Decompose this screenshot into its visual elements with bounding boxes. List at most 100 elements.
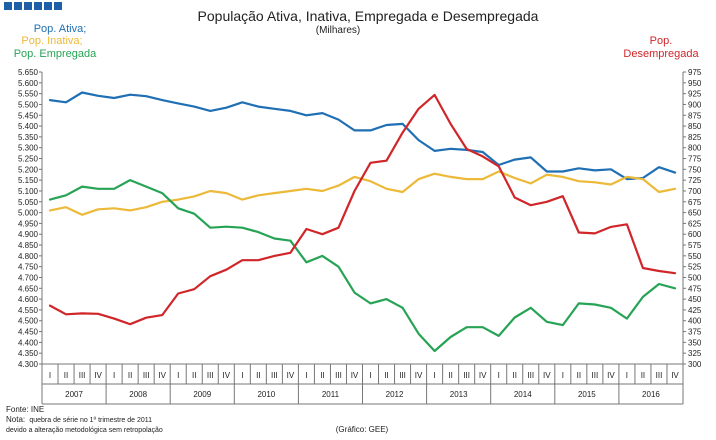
logo-square bbox=[34, 2, 42, 10]
series-ativa-line bbox=[48, 91, 677, 181]
left-tick-label: 4.600 bbox=[18, 295, 39, 304]
right-tick-label: 500 bbox=[688, 273, 702, 282]
quarter-label: I bbox=[305, 371, 307, 380]
right-tick-label: 450 bbox=[688, 295, 702, 304]
quarter-label: IV bbox=[479, 371, 487, 380]
logo-square bbox=[24, 2, 32, 10]
quarter-label: IV bbox=[543, 371, 551, 380]
quarter-label: IV bbox=[351, 371, 359, 380]
right-tick-label: 300 bbox=[688, 360, 702, 369]
left-tick-label: 5.000 bbox=[18, 209, 39, 218]
quarter-label: II bbox=[641, 371, 645, 380]
logo-square bbox=[44, 2, 52, 10]
left-tick-label: 5.450 bbox=[18, 111, 39, 120]
quarter-label: II bbox=[192, 371, 196, 380]
quarter-label: II bbox=[577, 371, 581, 380]
right-tick-label: 700 bbox=[688, 187, 702, 196]
year-label: 2008 bbox=[129, 390, 147, 399]
left-tick-label: 5.100 bbox=[18, 187, 39, 196]
left-tick-label: 5.050 bbox=[18, 198, 39, 207]
right-tick-label: 900 bbox=[688, 100, 702, 109]
quarter-label: II bbox=[128, 371, 132, 380]
year-label: 2010 bbox=[257, 390, 275, 399]
left-tick-label: 4.400 bbox=[18, 338, 39, 347]
year-label: 2007 bbox=[65, 390, 83, 399]
quarter-label: II bbox=[256, 371, 260, 380]
right-tick-label: 775 bbox=[688, 155, 702, 164]
left-tick-label: 4.850 bbox=[18, 241, 39, 250]
left-tick-label: 4.300 bbox=[18, 360, 39, 369]
quarter-label: I bbox=[498, 371, 500, 380]
right-tick-label: 650 bbox=[688, 209, 702, 218]
right-tick-label: 675 bbox=[688, 198, 702, 207]
left-tick-label: 5.400 bbox=[18, 122, 39, 131]
quarter-label: III bbox=[335, 371, 342, 380]
quarter-label: II bbox=[320, 371, 324, 380]
right-tick-label: 325 bbox=[688, 349, 702, 358]
year-label: 2011 bbox=[322, 390, 340, 399]
year-label: 2015 bbox=[578, 390, 596, 399]
left-tick-label: 4.500 bbox=[18, 317, 39, 326]
quarter-label: II bbox=[448, 371, 452, 380]
quarter-label: IV bbox=[415, 371, 423, 380]
legend-empregada: Pop. Empregada bbox=[14, 48, 97, 60]
legend-desempregada-2: Desempregada bbox=[623, 48, 699, 60]
legend-ativa: Pop. Ativa; bbox=[34, 23, 87, 35]
note-prefix: Nota: bbox=[6, 415, 25, 424]
note-text-1: quebra de série no 1º trimestre de 2011 bbox=[29, 417, 152, 424]
legend-inativa: Pop. Inativa; bbox=[21, 35, 82, 47]
right-tick-label: 825 bbox=[688, 133, 702, 142]
source-note: Fonte: INE bbox=[6, 405, 44, 414]
left-tick-label: 5.350 bbox=[18, 133, 39, 142]
left-tick-label: 4.450 bbox=[18, 328, 39, 337]
right-tick-label: 400 bbox=[688, 317, 702, 326]
right-tick-label: 750 bbox=[688, 165, 702, 174]
logo-square bbox=[4, 2, 12, 10]
right-tick-label: 975 bbox=[688, 68, 702, 77]
series-empregada-line bbox=[48, 179, 677, 353]
quarter-label: IV bbox=[94, 371, 102, 380]
series-lines bbox=[48, 91, 677, 353]
quarter-label: III bbox=[527, 371, 534, 380]
right-tick-label: 875 bbox=[688, 111, 702, 120]
quarter-label: II bbox=[513, 371, 517, 380]
year-label: 2016 bbox=[642, 390, 660, 399]
quarter-label: I bbox=[177, 371, 179, 380]
logo-square bbox=[14, 2, 22, 10]
right-tick-label: 725 bbox=[688, 176, 702, 185]
note-line-1: Nota: quebra de série no 1º trimestre de… bbox=[6, 415, 152, 424]
quarter-label: IV bbox=[671, 371, 679, 380]
year-label: 2014 bbox=[514, 390, 532, 399]
year-label: 2012 bbox=[386, 390, 404, 399]
left-tick-label: 5.650 bbox=[18, 68, 39, 77]
quarter-label: I bbox=[369, 371, 371, 380]
right-tick-label: 350 bbox=[688, 338, 702, 347]
left-tick-label: 5.300 bbox=[18, 144, 39, 153]
right-tick-label: 375 bbox=[688, 328, 702, 337]
legend-desempregada-1: Pop. bbox=[650, 35, 673, 47]
quarter-label: IV bbox=[287, 371, 295, 380]
year-label: 2009 bbox=[193, 390, 211, 399]
quarter-label: I bbox=[626, 371, 628, 380]
right-tick-label: 600 bbox=[688, 230, 702, 239]
quarter-label: I bbox=[562, 371, 564, 380]
quarter-label: I bbox=[113, 371, 115, 380]
quarter-label: II bbox=[64, 371, 68, 380]
quarter-label: I bbox=[241, 371, 243, 380]
quarter-label: III bbox=[463, 371, 470, 380]
quarter-label: I bbox=[433, 371, 435, 380]
quarter-label: IV bbox=[607, 371, 615, 380]
quarter-label: III bbox=[79, 371, 86, 380]
left-tick-label: 4.550 bbox=[18, 306, 39, 315]
left-tick-label: 4.800 bbox=[18, 252, 39, 261]
quarter-label: III bbox=[399, 371, 406, 380]
quarter-label: III bbox=[207, 371, 214, 380]
quarter-label: III bbox=[656, 371, 663, 380]
right-tick-label: 550 bbox=[688, 252, 702, 261]
right-tick-label: 800 bbox=[688, 144, 702, 153]
right-tick-label: 575 bbox=[688, 241, 702, 250]
chart-credit: (Gráfico: GEE) bbox=[336, 425, 389, 434]
right-tick-label: 925 bbox=[688, 90, 702, 99]
right-tick-label: 850 bbox=[688, 122, 702, 131]
left-tick-label: 5.600 bbox=[18, 79, 39, 88]
